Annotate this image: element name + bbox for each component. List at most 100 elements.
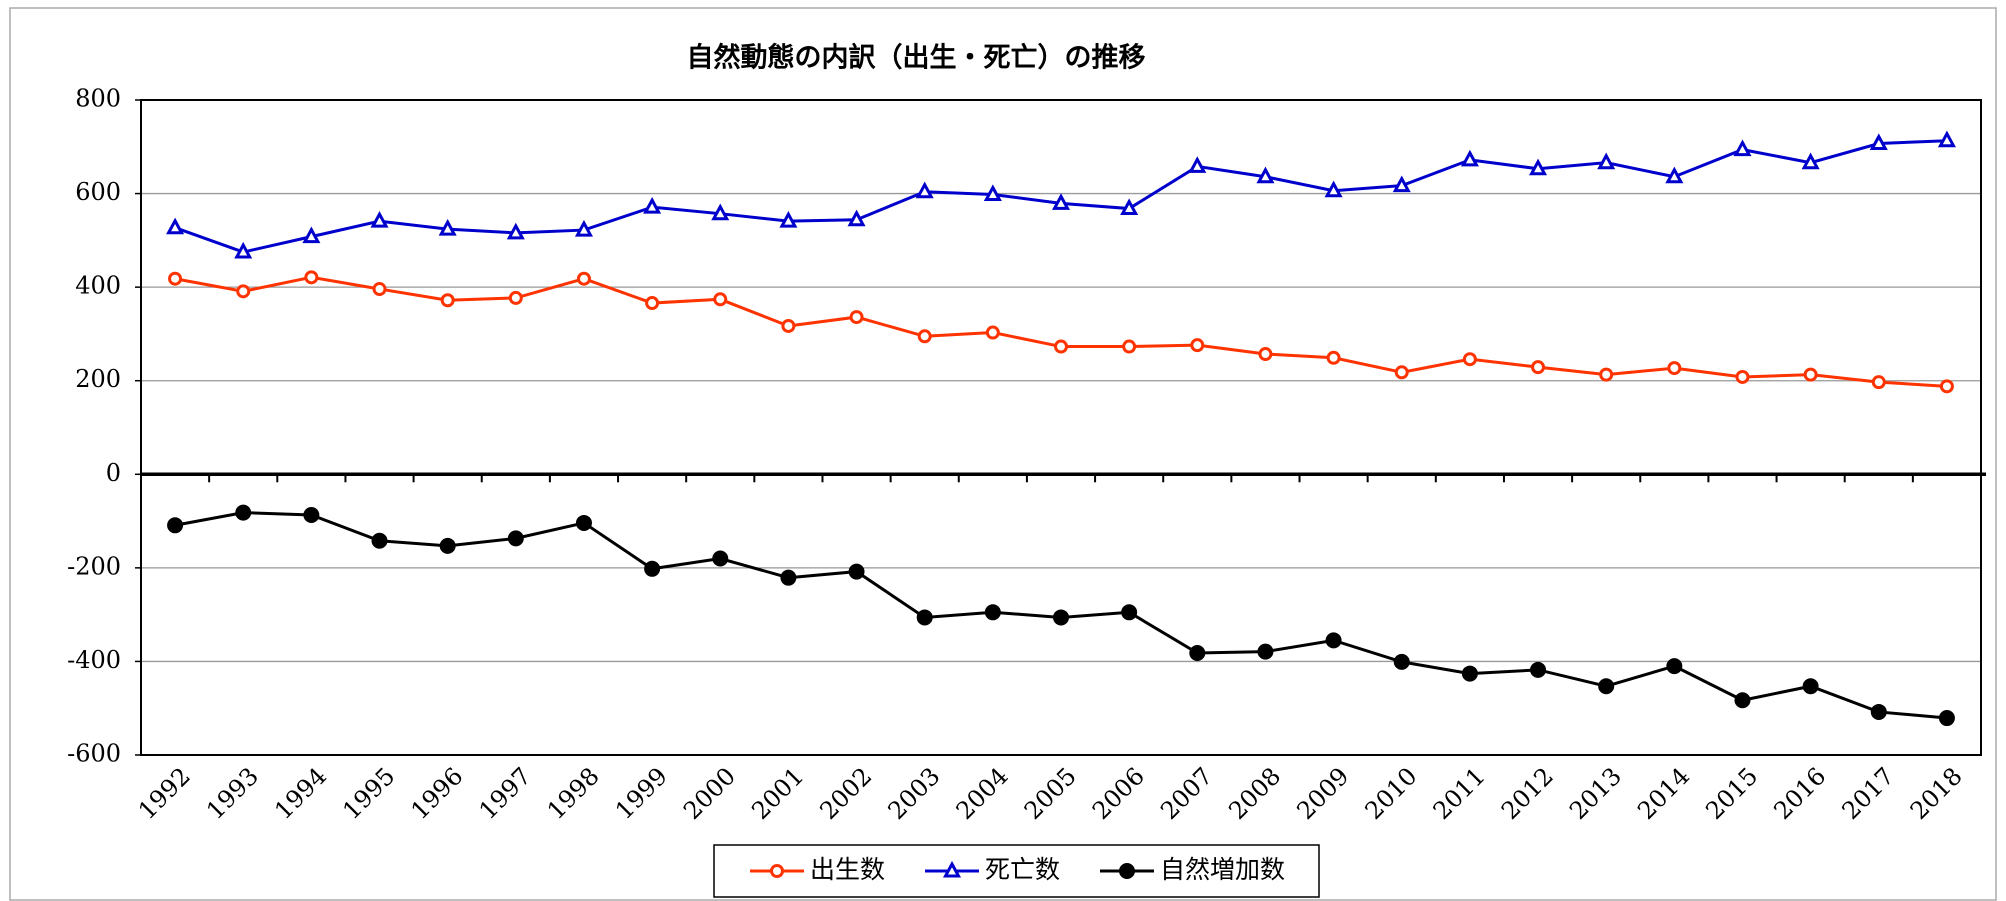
legend-label: 出生数 bbox=[810, 855, 885, 884]
marker bbox=[302, 226, 321, 244]
legend-label: 死亡数 bbox=[985, 855, 1060, 884]
marker bbox=[439, 537, 456, 554]
y-tick-label: 200 bbox=[75, 365, 121, 393]
marker bbox=[916, 609, 933, 626]
y-tick-label: 800 bbox=[75, 85, 121, 113]
y-tick-label: 0 bbox=[106, 459, 121, 487]
marker bbox=[1939, 379, 1954, 394]
marker bbox=[1733, 139, 1752, 157]
marker bbox=[1326, 350, 1341, 365]
marker bbox=[1599, 367, 1614, 382]
marker bbox=[370, 211, 389, 228]
marker bbox=[770, 864, 784, 878]
marker bbox=[575, 514, 592, 531]
marker bbox=[942, 860, 962, 878]
y-tick-label: -600 bbox=[67, 740, 121, 768]
marker bbox=[645, 296, 660, 311]
marker bbox=[1462, 352, 1477, 367]
marker bbox=[1190, 338, 1205, 353]
marker bbox=[917, 329, 932, 344]
marker bbox=[984, 604, 1001, 621]
marker bbox=[438, 218, 457, 236]
marker bbox=[1121, 604, 1138, 621]
marker bbox=[1122, 339, 1137, 354]
legend-box bbox=[713, 844, 1320, 898]
marker bbox=[1392, 175, 1411, 193]
marker bbox=[848, 563, 865, 580]
marker bbox=[508, 290, 523, 305]
marker bbox=[779, 211, 798, 228]
marker bbox=[643, 196, 662, 214]
chart-title: 自然動態の内訳（出生・死亡）の推移 bbox=[687, 42, 1146, 74]
marker bbox=[1529, 158, 1548, 176]
y-tick-label: 600 bbox=[75, 178, 121, 206]
marker bbox=[780, 569, 797, 586]
marker bbox=[574, 219, 593, 237]
marker bbox=[1665, 166, 1684, 184]
marker bbox=[440, 293, 455, 308]
marker bbox=[1051, 193, 1071, 210]
marker bbox=[1256, 166, 1275, 184]
marker bbox=[915, 181, 934, 199]
marker bbox=[1802, 678, 1819, 695]
marker bbox=[1257, 643, 1274, 660]
marker bbox=[1119, 863, 1135, 879]
y-tick-label: -200 bbox=[67, 552, 121, 580]
marker bbox=[1803, 367, 1818, 382]
marker bbox=[847, 209, 866, 227]
marker bbox=[1801, 152, 1820, 170]
marker bbox=[507, 530, 524, 547]
marker bbox=[1597, 152, 1616, 170]
y-tick-label: 400 bbox=[75, 272, 121, 300]
marker bbox=[983, 184, 1002, 202]
marker bbox=[168, 271, 183, 286]
marker bbox=[1734, 692, 1751, 709]
marker bbox=[576, 271, 591, 286]
marker bbox=[304, 270, 319, 285]
marker bbox=[1735, 369, 1750, 384]
marker bbox=[506, 222, 525, 240]
marker bbox=[234, 241, 253, 259]
marker bbox=[1667, 361, 1682, 376]
plot-frame bbox=[140, 99, 1982, 756]
marker bbox=[167, 517, 184, 534]
marker bbox=[1393, 653, 1410, 670]
marker bbox=[712, 550, 729, 567]
marker bbox=[1871, 375, 1886, 390]
marker bbox=[303, 506, 320, 523]
marker bbox=[1870, 703, 1887, 720]
marker bbox=[372, 282, 387, 297]
marker bbox=[644, 560, 661, 577]
marker bbox=[1324, 180, 1343, 198]
chart-border bbox=[9, 7, 1997, 901]
marker bbox=[1666, 658, 1683, 675]
marker bbox=[236, 284, 251, 299]
marker bbox=[1869, 133, 1888, 151]
marker bbox=[1531, 360, 1546, 375]
marker bbox=[1937, 130, 1956, 148]
marker bbox=[713, 292, 728, 307]
marker bbox=[1258, 347, 1273, 362]
marker bbox=[166, 217, 185, 235]
marker bbox=[985, 325, 1000, 340]
marker bbox=[1598, 678, 1615, 695]
legend-label: 自然増加数 bbox=[1160, 855, 1285, 884]
marker bbox=[1054, 339, 1068, 354]
marker bbox=[1461, 665, 1478, 682]
marker bbox=[1188, 156, 1207, 173]
marker bbox=[711, 203, 730, 221]
marker bbox=[1938, 710, 1955, 727]
y-tick-label: -400 bbox=[67, 646, 121, 674]
marker bbox=[371, 532, 388, 549]
marker bbox=[1120, 198, 1139, 216]
marker bbox=[1325, 632, 1342, 649]
marker bbox=[849, 310, 864, 325]
marker bbox=[1189, 645, 1206, 662]
marker bbox=[1394, 365, 1409, 380]
marker bbox=[1530, 661, 1547, 678]
marker bbox=[235, 504, 252, 521]
marker bbox=[781, 318, 796, 333]
marker bbox=[1053, 609, 1069, 626]
marker bbox=[1460, 149, 1479, 167]
